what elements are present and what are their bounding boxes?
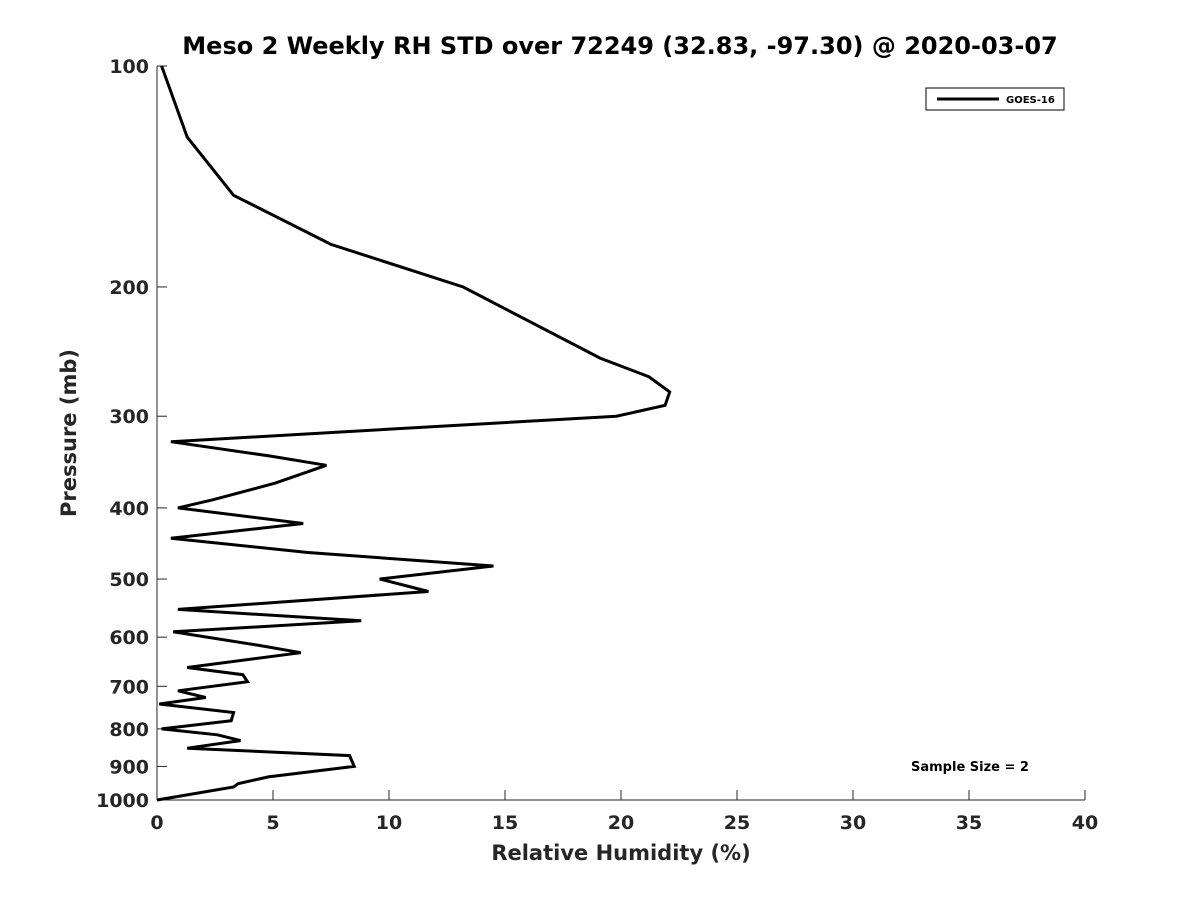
y-tick-label: 100 [109, 56, 149, 78]
x-tick-label: 25 [724, 812, 750, 834]
y-axis-label: Pressure (mb) [57, 349, 81, 517]
y-tick-label: 300 [109, 406, 149, 428]
x-tick-label: 30 [840, 812, 866, 834]
y-tick-label: 200 [109, 277, 149, 299]
x-tick-label: 35 [956, 812, 982, 834]
y-tick-label: 700 [109, 676, 149, 698]
x-tick-label: 10 [376, 812, 402, 834]
x-tick-label: 5 [266, 812, 279, 834]
y-tick-label: 400 [109, 498, 149, 520]
legend: GOES-16 [925, 87, 1065, 111]
y-tick-label: 900 [109, 756, 149, 778]
y-tick-label: 500 [109, 569, 149, 591]
chart-title: Meso 2 Weekly RH STD over 72249 (32.83, … [182, 32, 1057, 60]
x-axis-label: Relative Humidity (%) [491, 841, 750, 865]
x-tick-label: 20 [608, 812, 634, 834]
sample-size-annotation: Sample Size = 2 [911, 760, 1029, 775]
y-tick-label: 1000 [96, 790, 149, 812]
x-tick-label: 15 [492, 812, 518, 834]
y-tick-label: 600 [109, 627, 149, 649]
y-tick-label: 800 [109, 719, 149, 741]
x-tick-label: 40 [1072, 812, 1098, 834]
legend-label: GOES-16 [1006, 95, 1055, 106]
x-ticks: 0 5 10 15 20 25 30 35 40 [150, 790, 1098, 834]
series-line-goes-16 [156, 65, 672, 802]
y-ticks: 100 200 300 400 500 600 700 800 900 1000 [96, 56, 167, 812]
series-group [156, 65, 672, 802]
x-tick-label: 0 [150, 812, 163, 834]
